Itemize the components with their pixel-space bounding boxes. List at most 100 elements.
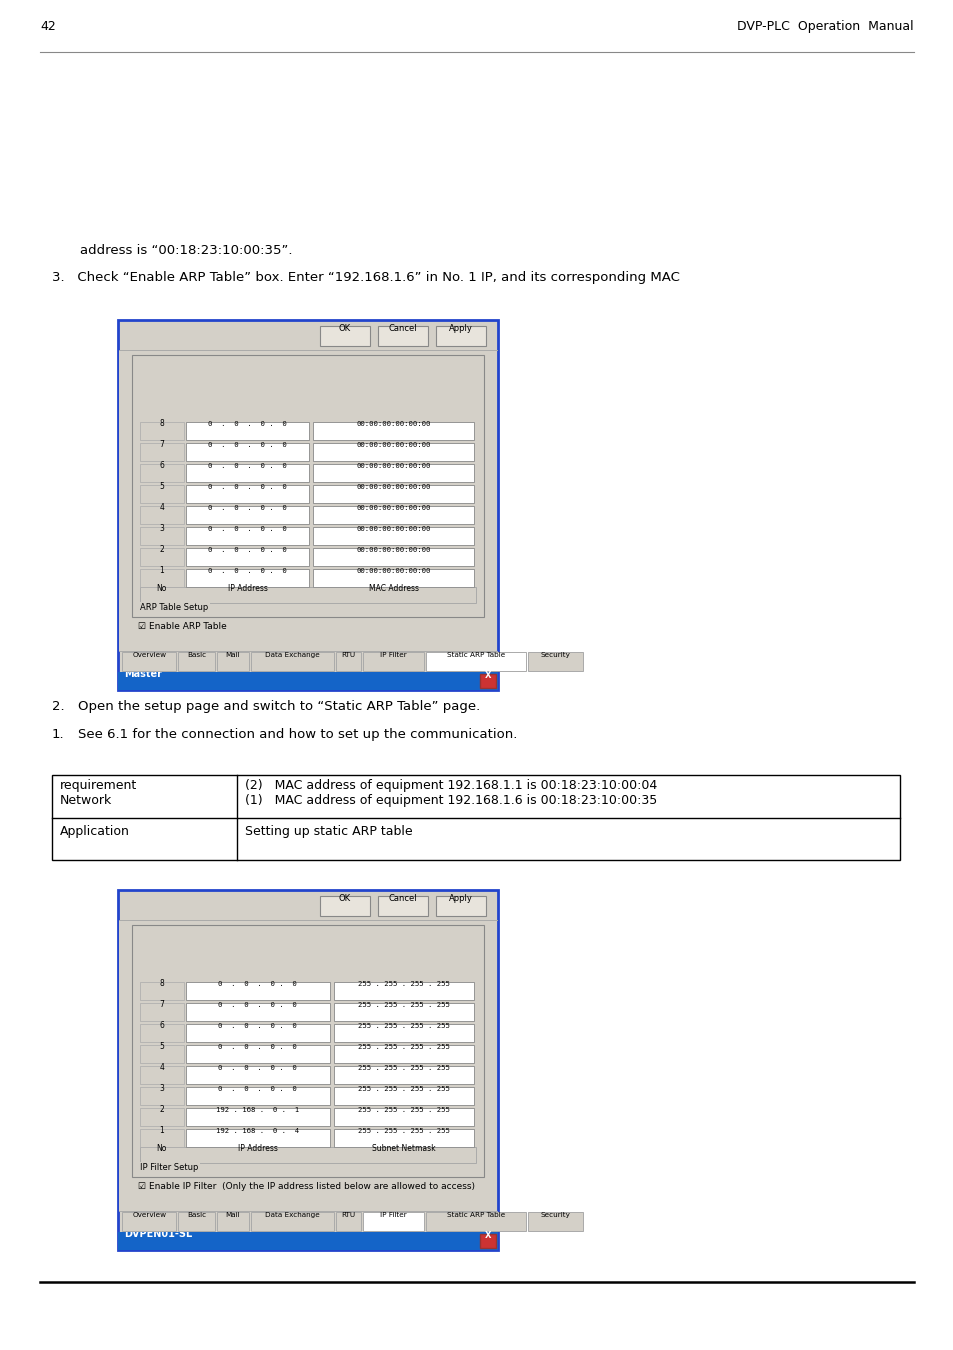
Bar: [132, 925, 483, 1177]
Bar: [186, 1129, 329, 1148]
Bar: [377, 325, 428, 346]
Text: 00:00:00:00:00:00: 00:00:00:00:00:00: [356, 441, 431, 448]
Bar: [119, 919, 497, 1211]
Bar: [186, 443, 309, 460]
Text: Basic: Basic: [187, 1212, 206, 1218]
Bar: [132, 355, 483, 617]
Bar: [186, 568, 309, 587]
Text: 7: 7: [159, 440, 164, 450]
Text: 3.   Check “Enable ARP Table” box. Enter “192.168.1.6” in No. 1 IP, and its corr: 3. Check “Enable ARP Table” box. Enter “…: [52, 271, 679, 284]
Bar: [186, 1003, 329, 1021]
Bar: [377, 896, 428, 917]
Bar: [186, 464, 309, 482]
Text: 0  .  0  .  0 .  0: 0 . 0 . 0 . 0: [218, 1044, 296, 1050]
Bar: [334, 1045, 474, 1062]
Bar: [217, 1212, 249, 1231]
Bar: [140, 1108, 184, 1126]
Text: DVP-PLC  Operation  Manual: DVP-PLC Operation Manual: [737, 20, 913, 32]
Bar: [319, 896, 370, 917]
Text: Apply: Apply: [449, 894, 473, 903]
Bar: [479, 674, 496, 688]
Text: 0  .  0  .  0 .  0: 0 . 0 . 0 . 0: [208, 483, 287, 490]
Text: MAC Address: MAC Address: [368, 583, 418, 593]
Bar: [313, 464, 474, 482]
Text: 0  .  0  .  0 .  0: 0 . 0 . 0 . 0: [208, 568, 287, 574]
Text: 0  .  0  .  0 .  0: 0 . 0 . 0 . 0: [218, 981, 296, 987]
Text: See 6.1 for the connection and how to set up the communication.: See 6.1 for the connection and how to se…: [78, 728, 517, 741]
Bar: [140, 1066, 184, 1084]
Text: RTU: RTU: [341, 652, 355, 659]
Text: 1: 1: [159, 566, 164, 575]
Text: address is “00:18:23:10:00:35”.: address is “00:18:23:10:00:35”.: [80, 244, 293, 256]
Text: ☑ Enable IP Filter  (Only the IP address listed below are allowed to access): ☑ Enable IP Filter (Only the IP address …: [138, 1183, 475, 1191]
Bar: [251, 652, 334, 671]
Text: 8: 8: [159, 418, 164, 428]
Bar: [334, 1087, 474, 1106]
Text: X: X: [484, 671, 491, 679]
Bar: [118, 890, 497, 1250]
Text: 255 . 255 . 255 . 255: 255 . 255 . 255 . 255: [357, 1129, 449, 1134]
Text: Static ARP Table: Static ARP Table: [446, 1212, 504, 1218]
Text: Open the setup page and switch to “Static ARP Table” page.: Open the setup page and switch to “Stati…: [78, 701, 479, 713]
Text: 255 . 255 . 255 . 255: 255 . 255 . 255 . 255: [357, 1044, 449, 1050]
Text: (2)   MAC address of equipment 192.168.1.1 is 00:18:23:10:00:04: (2) MAC address of equipment 192.168.1.1…: [245, 779, 657, 791]
Text: OK: OK: [338, 324, 351, 333]
Bar: [140, 1148, 476, 1162]
Bar: [140, 1003, 184, 1021]
Bar: [319, 325, 370, 346]
Text: IP Filter Setup: IP Filter Setup: [140, 1162, 198, 1172]
Text: 0  .  0  .  0 .  0: 0 . 0 . 0 . 0: [218, 1085, 296, 1092]
Text: 0  .  0  .  0 .  0: 0 . 0 . 0 . 0: [218, 1002, 296, 1008]
Text: 6: 6: [159, 1021, 164, 1030]
Text: (1)   MAC address of equipment 192.168.1.6 is 00:18:23:10:00:35: (1) MAC address of equipment 192.168.1.6…: [245, 794, 657, 807]
Text: Static ARP Table: Static ARP Table: [446, 652, 504, 659]
Text: No: No: [156, 583, 167, 593]
Text: requirement: requirement: [60, 779, 137, 791]
Bar: [140, 423, 184, 440]
Text: 192 . 168 .  0 .  4: 192 . 168 . 0 . 4: [215, 1129, 299, 1134]
Bar: [122, 1212, 176, 1231]
Bar: [334, 981, 474, 1000]
Text: 6: 6: [159, 460, 164, 470]
Text: 00:00:00:00:00:00: 00:00:00:00:00:00: [356, 505, 431, 510]
Text: 00:00:00:00:00:00: 00:00:00:00:00:00: [356, 547, 431, 553]
Text: 0  .  0  .  0 .  0: 0 . 0 . 0 . 0: [208, 505, 287, 510]
Bar: [186, 526, 309, 545]
Text: ARP Table Setup: ARP Table Setup: [140, 603, 208, 612]
Bar: [140, 485, 184, 504]
Text: IP Address: IP Address: [237, 1143, 277, 1153]
Text: Cancel: Cancel: [388, 324, 416, 333]
Text: 0  .  0  .  0 .  0: 0 . 0 . 0 . 0: [208, 441, 287, 448]
Text: Mail: Mail: [226, 1212, 240, 1218]
Bar: [436, 896, 485, 917]
Text: Subnet Netmask: Subnet Netmask: [372, 1143, 436, 1153]
Bar: [363, 652, 423, 671]
Bar: [251, 1212, 334, 1231]
Text: 2: 2: [159, 1104, 164, 1114]
Bar: [334, 1025, 474, 1042]
Text: 255 . 255 . 255 . 255: 255 . 255 . 255 . 255: [357, 1023, 449, 1029]
Text: 255 . 255 . 255 . 255: 255 . 255 . 255 . 255: [357, 1002, 449, 1008]
Bar: [119, 350, 497, 651]
Bar: [313, 548, 474, 566]
Bar: [334, 1003, 474, 1021]
Text: Data Exchange: Data Exchange: [265, 652, 319, 659]
Text: Cancel: Cancel: [388, 894, 416, 903]
Bar: [140, 568, 184, 587]
Bar: [528, 652, 582, 671]
Bar: [313, 443, 474, 460]
Bar: [334, 1108, 474, 1126]
Text: 0  .  0  .  0 .  0: 0 . 0 . 0 . 0: [208, 421, 287, 427]
Bar: [186, 981, 329, 1000]
Bar: [425, 652, 526, 671]
Text: OK: OK: [338, 894, 351, 903]
Bar: [140, 548, 184, 566]
Text: Data Exchange: Data Exchange: [265, 1212, 319, 1218]
Bar: [186, 1066, 329, 1084]
Bar: [313, 526, 474, 545]
Bar: [479, 1234, 496, 1247]
Text: X: X: [484, 1230, 491, 1239]
Bar: [334, 1066, 474, 1084]
Text: 5: 5: [159, 482, 164, 491]
Text: 4: 4: [159, 1062, 164, 1072]
